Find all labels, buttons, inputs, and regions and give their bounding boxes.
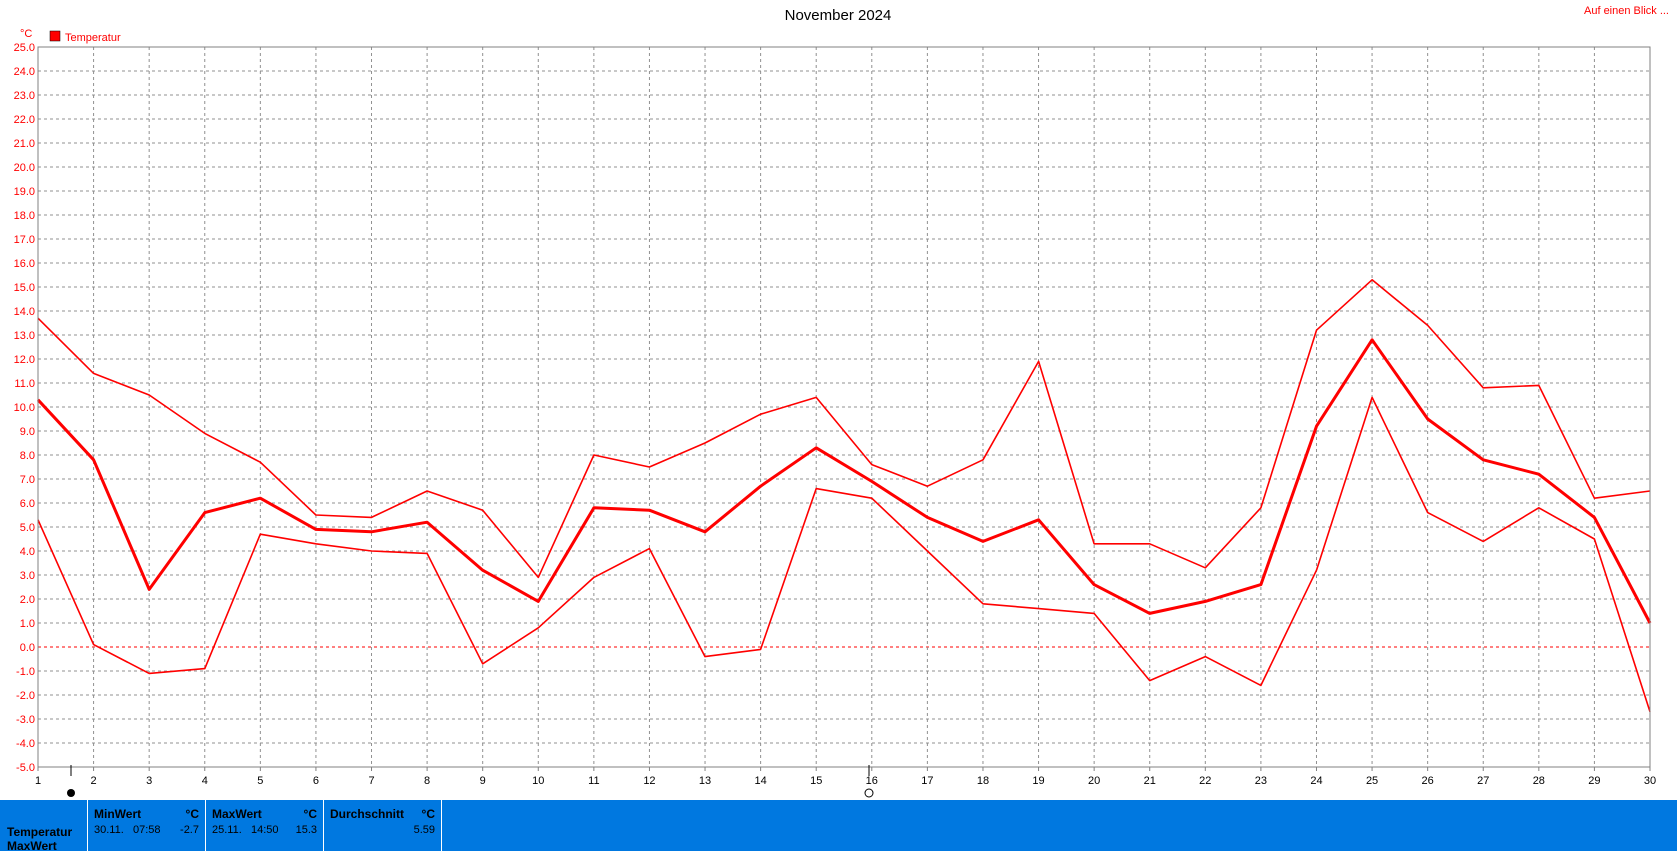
- stats-max-header: MaxWert: [212, 807, 262, 821]
- stats-row-label-maxwert: MaxWert: [7, 839, 57, 851]
- x-tick-label: 2: [91, 775, 97, 787]
- y-tick-label: 5.0: [20, 522, 35, 534]
- stats-row-label-temperature: Temperatur: [7, 825, 73, 839]
- x-tick-label: 10: [532, 775, 544, 787]
- y-tick-label: -4.0: [16, 738, 35, 750]
- x-tick-label: 8: [424, 775, 430, 787]
- x-tick-label: 14: [754, 775, 766, 787]
- x-tick-label: 19: [1032, 775, 1044, 787]
- stats-max-unit: °C: [303, 807, 317, 821]
- y-tick-label: -2.0: [16, 690, 35, 702]
- x-tick-label: 25: [1366, 775, 1378, 787]
- x-tick-label: 30: [1644, 775, 1656, 787]
- x-tick-label: 3: [146, 775, 152, 787]
- scroll-markers[interactable]: [67, 765, 874, 798]
- y-tick-label: 18.0: [14, 210, 35, 222]
- y-tick-label: 17.0: [14, 234, 35, 246]
- y-tick-label: 21.0: [14, 138, 35, 150]
- y-unit-label: °C: [20, 28, 32, 40]
- x-tick-label: 27: [1477, 775, 1489, 787]
- stats-avg-unit: °C: [421, 807, 435, 821]
- overview-link[interactable]: Auf einen Blick ...: [1584, 5, 1669, 17]
- y-tick-label: 0.0: [20, 642, 35, 654]
- y-tick-label: 20.0: [14, 162, 35, 174]
- y-tick-label: 12.0: [14, 354, 35, 366]
- x-tick-label: 21: [1144, 775, 1156, 787]
- y-tick-label: 1.0: [20, 618, 35, 630]
- x-tick-label: 5: [257, 775, 263, 787]
- range-end-handle[interactable]: [864, 788, 874, 798]
- range-start-handle[interactable]: [67, 789, 75, 797]
- stats-max-date: 25.11.: [212, 824, 242, 836]
- stats-bar: Temperatur MaxWert MinWert °C 30.11. 07:…: [0, 800, 1677, 851]
- stats-min-column: MinWert °C 30.11. 07:58 -2.7: [87, 800, 205, 851]
- y-tick-label: 13.0: [14, 330, 35, 342]
- stats-max-time: 14:50: [251, 824, 279, 836]
- x-tick-label: 7: [368, 775, 374, 787]
- x-tick-label: 26: [1422, 775, 1434, 787]
- y-tick-label: 16.0: [14, 258, 35, 270]
- x-tick-label: 12: [643, 775, 655, 787]
- x-tick-label: 4: [202, 775, 208, 787]
- y-tick-label: 19.0: [14, 186, 35, 198]
- x-axis-ticks: 1 2 3 4 5 6 7 8 9 10 11 12 13 14 15 16 17 18 19 20 21 22 23 24 2…: [35, 767, 1656, 787]
- x-tick-label: 1: [35, 775, 41, 787]
- stats-min-unit: °C: [185, 807, 199, 821]
- y-axis-ticks: 25.0 24.0 23.0 22.0 21.0 20.0 19.0 18.0 17.0 16.0…: [14, 42, 35, 774]
- y-tick-label: 8.0: [20, 450, 35, 462]
- y-tick-label: 24.0: [14, 66, 35, 78]
- x-tick-label: 16: [866, 775, 878, 787]
- x-tick-label: 23: [1255, 775, 1267, 787]
- x-tick-label: 20: [1088, 775, 1100, 787]
- series-line-max: [37, 278, 1651, 579]
- stats-min-date: 30.11.: [94, 824, 124, 836]
- y-tick-label: 6.0: [20, 498, 35, 510]
- stats-avg-header: Durchschnitt: [330, 807, 405, 821]
- y-tick-label: 9.0: [20, 426, 35, 438]
- x-tick-label: 15: [810, 775, 822, 787]
- grid: [38, 46, 1650, 768]
- stats-avg-column: Durchschnitt °C 5.59: [323, 800, 442, 851]
- series-lines: [36, 278, 1652, 713]
- x-tick-label: 29: [1588, 775, 1600, 787]
- x-tick-label: 17: [921, 775, 933, 787]
- y-tick-label: 25.0: [14, 42, 35, 54]
- stats-max-value: 15.3: [295, 824, 317, 836]
- y-tick-label: 4.0: [20, 546, 35, 558]
- chart-title: November 2024: [785, 7, 892, 24]
- y-tick-label: 7.0: [20, 474, 35, 486]
- legend-label[interactable]: Temperatur: [65, 32, 121, 44]
- stats-max-column: MaxWert °C 25.11. 14:50 15.3: [205, 800, 323, 851]
- y-tick-label: -1.0: [16, 666, 35, 678]
- y-tick-label: 10.0: [14, 402, 35, 414]
- stats-min-value: -2.7: [180, 824, 199, 836]
- legend-swatch: [49, 30, 61, 42]
- stats-min-time: 07:58: [133, 824, 161, 836]
- x-tick-label: 9: [480, 775, 486, 787]
- stats-min-header: MinWert: [94, 807, 142, 821]
- y-tick-label: 22.0: [14, 114, 35, 126]
- y-tick-label: -5.0: [16, 762, 35, 774]
- y-tick-label: 3.0: [20, 570, 35, 582]
- x-tick-label: 22: [1199, 775, 1211, 787]
- y-tick-label: 15.0: [14, 282, 35, 294]
- plot-frame: [37, 46, 1651, 768]
- y-tick-label: 14.0: [14, 306, 35, 318]
- x-tick-label: 18: [977, 775, 989, 787]
- x-tick-label: 13: [699, 775, 711, 787]
- y-tick-label: 2.0: [20, 594, 35, 606]
- stats-avg-value: 5.59: [413, 824, 435, 836]
- y-tick-label: 23.0: [14, 90, 35, 102]
- x-tick-label: 11: [588, 775, 599, 787]
- series-line-min: [37, 396, 1651, 713]
- x-tick-label: 6: [313, 775, 319, 787]
- x-tick-label: 28: [1533, 775, 1545, 787]
- series-line-avg: [36, 338, 1652, 624]
- x-tick-label: 24: [1310, 775, 1322, 787]
- y-tick-label: -3.0: [16, 714, 35, 726]
- temperature-chart: November 2024 °C Temperatur 25.024.023.0…: [14, 7, 1656, 798]
- y-tick-label: 11.0: [14, 378, 35, 390]
